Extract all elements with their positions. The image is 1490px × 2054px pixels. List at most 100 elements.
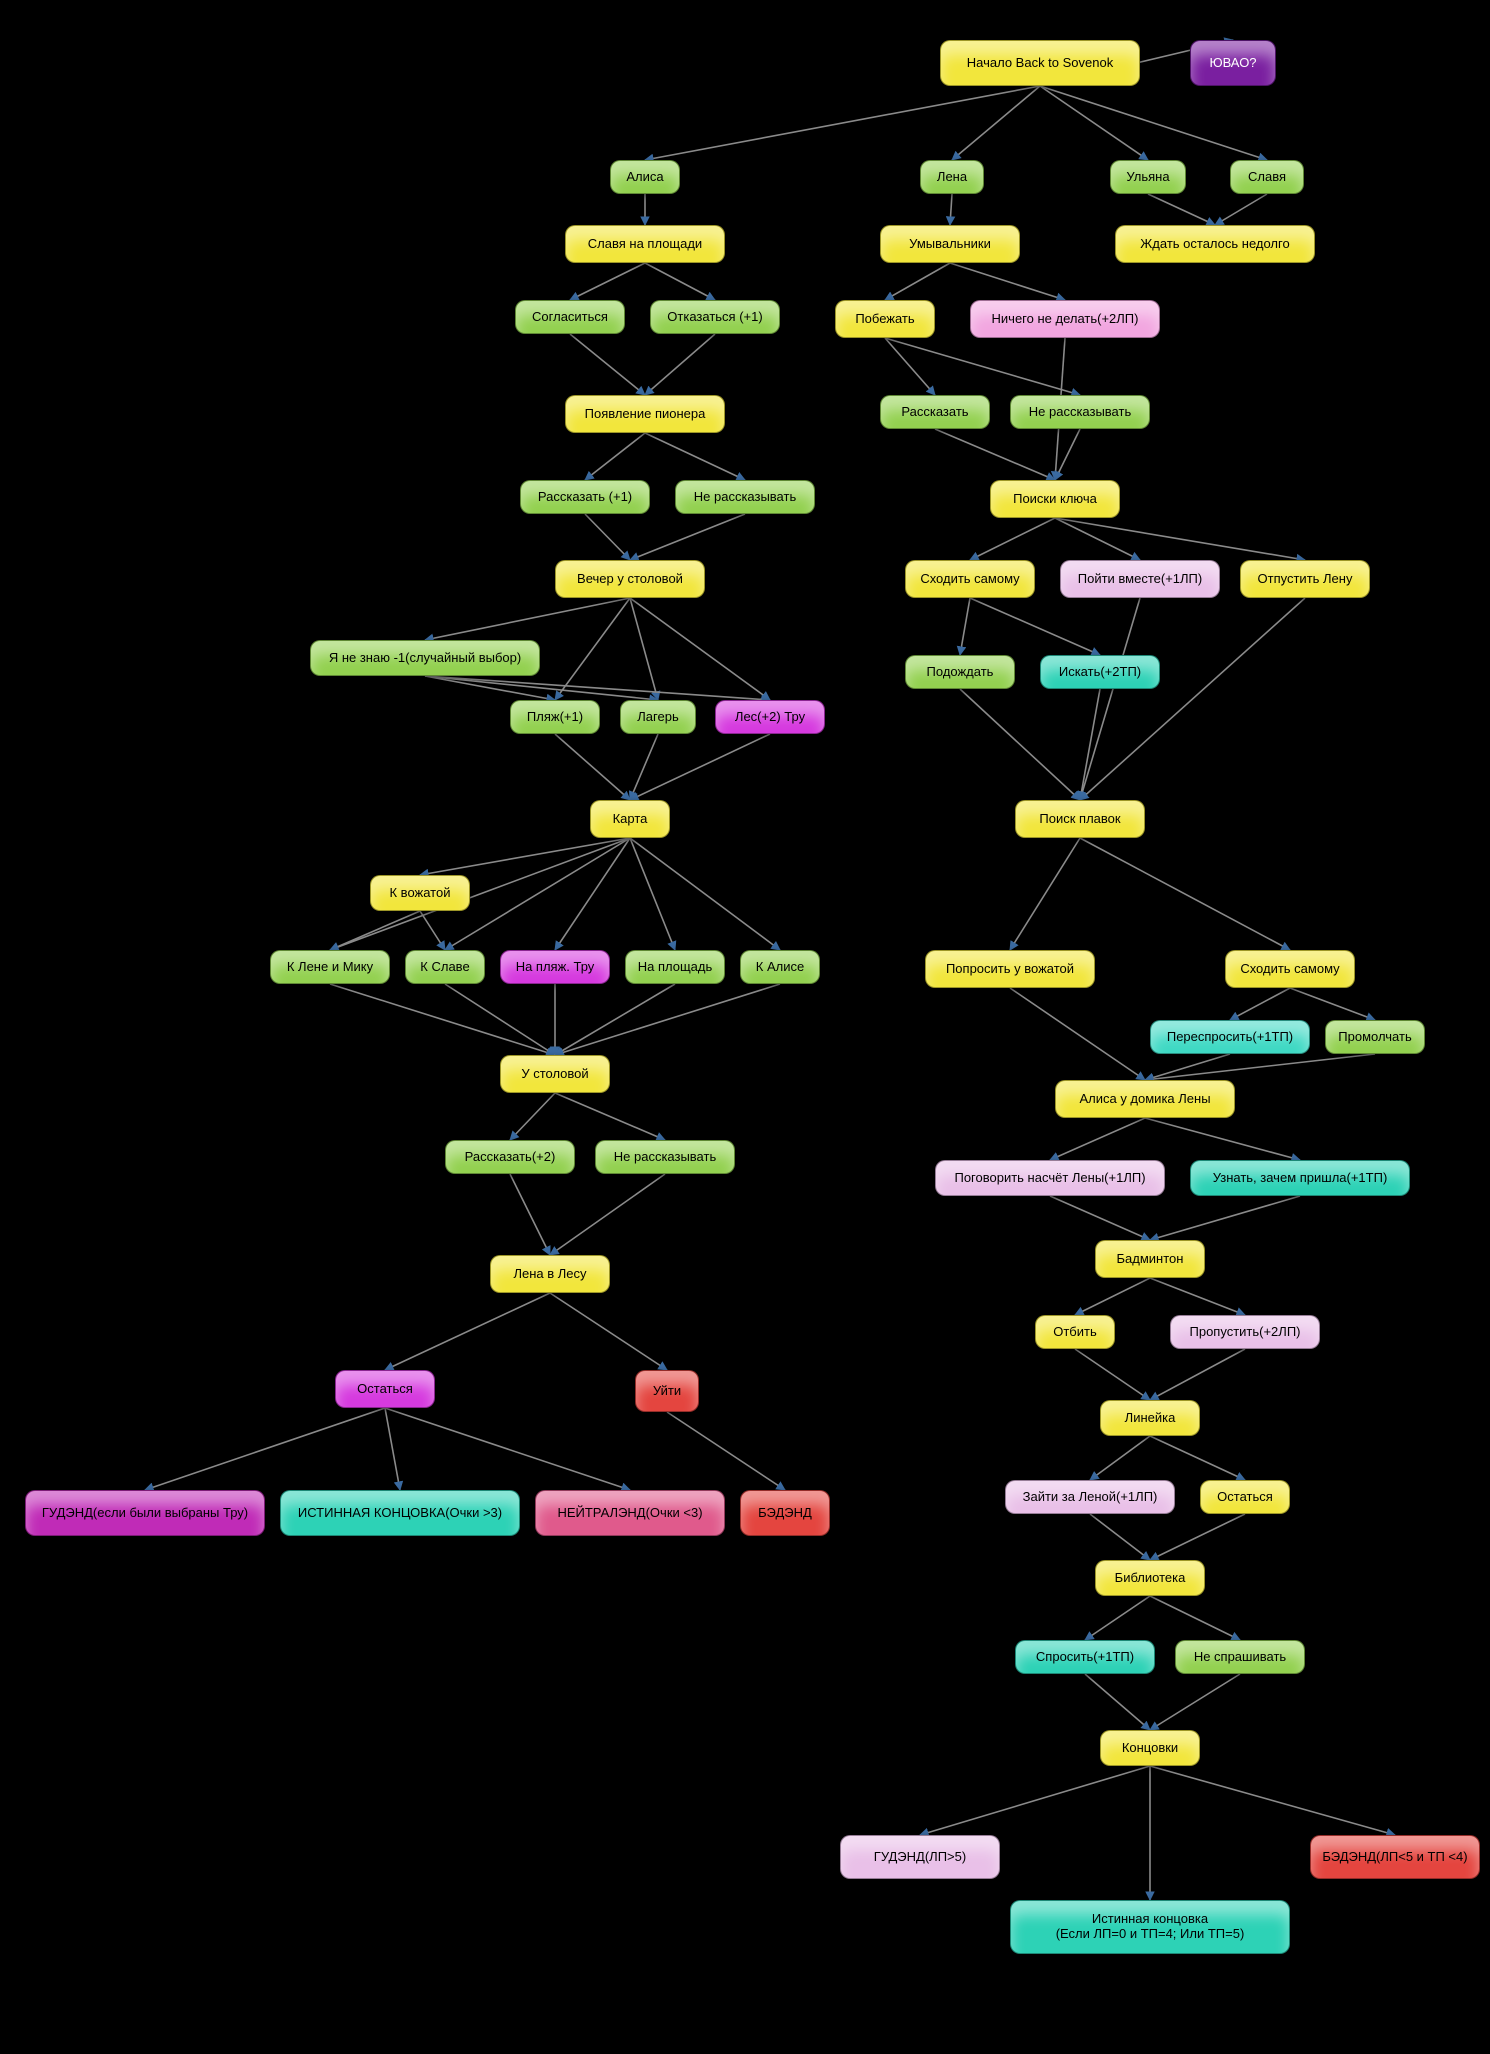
node-miss: Пропустить(+2ЛП) — [1170, 1315, 1320, 1349]
edge-keys-let_go — [1055, 518, 1305, 560]
edge-umyv-run — [885, 263, 950, 300]
edge-alisa_h-talk_lp — [1050, 1118, 1145, 1160]
node-umyv: Умывальники — [880, 225, 1020, 263]
node-lene: К Лене и Мику — [270, 950, 390, 984]
edge-miss-line — [1150, 1349, 1245, 1400]
node-go_tog: Пойти вместе(+1ЛП) — [1060, 560, 1220, 598]
edge-go_tog-swim — [1080, 598, 1140, 800]
edge-plosh-stol — [555, 984, 675, 1055]
node-slave: К Славе — [405, 950, 485, 984]
edge-stol-notell2 — [555, 1093, 665, 1140]
edge-map-voj — [420, 838, 630, 875]
node-reask: Переспросить(+1ТП) — [1150, 1020, 1310, 1054]
node-notell_a: Не рассказывать — [675, 480, 815, 514]
edge-ask_voj-alisa_h — [1010, 988, 1145, 1080]
node-stay: Остаться — [335, 1370, 435, 1408]
edge-line-go_lena — [1090, 1436, 1150, 1480]
node-dinner: Вечер у столовой — [555, 560, 705, 598]
edge-know_tp-badm — [1150, 1196, 1300, 1240]
node-stay2: Остаться — [1200, 1480, 1290, 1514]
edge-umyv-donoth — [950, 263, 1065, 300]
edge-agree-pioneer — [570, 334, 645, 395]
edge-slavya-wait — [1215, 194, 1267, 225]
node-kalise: К Алисе — [740, 950, 820, 984]
node-ask_tp: Спросить(+1ТП) — [1015, 1640, 1155, 1674]
node-let_go: Отпустить Лену — [1240, 560, 1370, 598]
edge-stay-neut_a — [385, 1408, 630, 1490]
edge-silent-alisa_h — [1145, 1054, 1375, 1080]
edge-keys-go_tog — [1055, 518, 1140, 560]
edge-start-lena — [952, 86, 1040, 160]
node-notell_l: Не рассказывать — [1010, 395, 1150, 429]
edge-lib-noask — [1150, 1596, 1240, 1640]
node-start: Начало Back to Sovenok — [940, 40, 1140, 86]
edge-voj-slave — [420, 911, 445, 950]
node-wait2: Подождать — [905, 655, 1015, 689]
node-true_a: ИСТИННАЯ КОНЦОВКА(Очки >3) — [280, 1490, 520, 1536]
edge-let_go-swim — [1080, 598, 1305, 800]
node-tell_a: Рассказать (+1) — [520, 480, 650, 514]
node-ask_voj: Попросить у вожатой — [925, 950, 1095, 988]
edge-hit-line — [1075, 1349, 1150, 1400]
edge-dunno-forest — [425, 676, 770, 700]
node-line: Линейка — [1100, 1400, 1200, 1436]
edge-reask-alisa_h — [1145, 1054, 1230, 1080]
edge-lena_f-stay — [385, 1293, 550, 1370]
edge-dinner-beach — [555, 598, 630, 700]
edge-map-plazh — [555, 838, 630, 950]
node-pioneer: Появление пионера — [565, 395, 725, 433]
node-noask: Не спрашивать — [1175, 1640, 1305, 1674]
edge-ends-good_l — [920, 1766, 1150, 1835]
node-hit: Отбить — [1035, 1315, 1115, 1349]
edge-start-alisa — [645, 86, 1040, 160]
edge-go_self-search2 — [970, 598, 1100, 655]
node-search2: Искать(+2ТП) — [1040, 655, 1160, 689]
edge-search2-swim — [1080, 689, 1100, 800]
node-plazh: На пляж. Тру — [500, 950, 610, 984]
edge-lib-ask_tp — [1085, 1596, 1150, 1640]
edge-noask-ends — [1150, 1674, 1240, 1730]
edge-dinner-camp — [630, 598, 658, 700]
node-ends: Концовки — [1100, 1730, 1200, 1766]
node-plosh: На площадь — [625, 950, 725, 984]
node-run: Побежать — [835, 300, 935, 338]
edge-swim-ask_voj — [1010, 838, 1080, 950]
edge-lena-umyv — [950, 194, 952, 225]
node-good_l: ГУДЭНД(ЛП>5) — [840, 1835, 1000, 1879]
node-agree: Согласиться — [515, 300, 625, 334]
edge-go_self2-silent — [1290, 988, 1375, 1020]
edge-refuse-pioneer — [645, 334, 715, 395]
edge-ends-bad_l — [1150, 1766, 1395, 1835]
node-wait: Ждать осталось недолго — [1115, 225, 1315, 263]
node-lena: Лена — [920, 160, 984, 194]
edge-dunno-camp — [425, 676, 658, 700]
edge-keys-go_self — [970, 518, 1055, 560]
edge-ulyana-wait — [1148, 194, 1215, 225]
edge-line-stay2 — [1150, 1436, 1245, 1480]
node-slavya_sq: Славя на площади — [565, 225, 725, 263]
edge-kalise-stol — [555, 984, 780, 1055]
node-true_l: Истинная концовка (Если ЛП=0 и ТП=4; Или… — [1010, 1900, 1290, 1954]
node-voj: К вожатой — [370, 875, 470, 911]
edge-go_lena-lib — [1090, 1514, 1150, 1560]
edge-notell2-lena_f — [550, 1174, 665, 1255]
node-badm: Бадминтон — [1095, 1240, 1205, 1278]
edge-stay2-lib — [1150, 1514, 1245, 1560]
node-tell2: Рассказать(+2) — [445, 1140, 575, 1174]
edge-notell_a-dinner — [630, 514, 745, 560]
edge-swim-go_self2 — [1080, 838, 1290, 950]
node-slavya: Славя — [1230, 160, 1304, 194]
node-dunno: Я не знаю -1(случайный выбор) — [310, 640, 540, 676]
node-swim: Поиск плавок — [1015, 800, 1145, 838]
edge-dinner-forest — [630, 598, 770, 700]
edge-stay-good_a — [145, 1408, 385, 1490]
edge-badm-miss — [1150, 1278, 1245, 1315]
edge-slavya_sq-refuse — [645, 263, 715, 300]
node-map: Карта — [590, 800, 670, 838]
edge-leave-bad_a — [667, 1412, 785, 1490]
node-beach: Пляж(+1) — [510, 700, 600, 734]
node-forest: Лес(+2) Тру — [715, 700, 825, 734]
edge-map-plosh — [630, 838, 675, 950]
edge-map-slave — [445, 838, 630, 950]
edge-notell_l-keys — [1055, 429, 1080, 480]
